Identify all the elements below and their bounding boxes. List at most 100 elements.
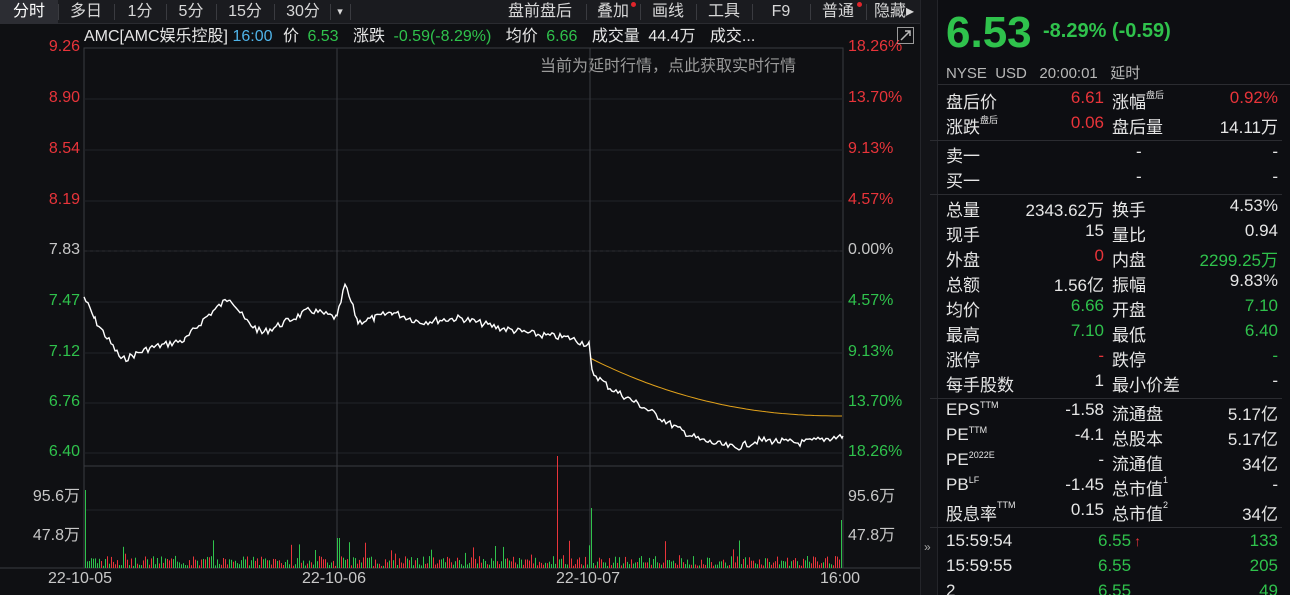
volume-bar <box>315 550 316 568</box>
tick-time: 15:59:55 <box>946 556 1013 575</box>
volume-bar <box>663 562 664 568</box>
volume-bar <box>749 557 750 568</box>
volume-bar <box>495 546 496 568</box>
time-axis-label: 22-10-05 <box>48 570 113 587</box>
volume-bar <box>773 562 774 568</box>
volume-bar <box>207 556 208 568</box>
volume-bar <box>273 558 274 568</box>
volume-bar <box>91 558 92 568</box>
info-volume: 44.4万 <box>648 28 696 45</box>
tab-timeshare[interactable]: 分时 <box>0 0 58 24</box>
stat-label: 内盘 <box>1112 251 1146 270</box>
fund-value: 34亿 <box>1242 505 1278 524</box>
book-label: 卖一 <box>946 147 980 166</box>
volume-bar <box>609 558 610 568</box>
volume-bar <box>747 564 748 568</box>
volume-bar <box>169 560 170 568</box>
volume-bar <box>473 547 474 568</box>
volume-bar <box>513 556 514 568</box>
normal-mode-button[interactable]: 普通 <box>812 0 864 24</box>
volume-bar <box>489 564 490 568</box>
volume-bar <box>343 557 344 568</box>
book-price: - <box>1136 142 1142 161</box>
time-axis-label: 22-10-07 <box>556 570 621 587</box>
expand-icon[interactable] <box>897 27 914 44</box>
volume-bar <box>435 564 436 568</box>
tab-multiday[interactable]: 多日 <box>69 3 102 20</box>
volume-axis-label: 95.6万 <box>32 488 80 505</box>
volume-bar <box>719 561 720 568</box>
delay-notice-link[interactable]: 当前为延时行情，点此获取实时行情 <box>540 58 797 75</box>
volume-bar <box>399 558 400 568</box>
volume-bar <box>293 565 294 568</box>
volume-bar <box>537 565 538 568</box>
tools-button[interactable]: 工具 <box>707 3 740 20</box>
volume-bar <box>219 563 220 568</box>
volume-axis-label: 47.8万 <box>848 527 896 544</box>
volume-bar <box>767 558 768 568</box>
volume-bar <box>397 565 398 568</box>
fund-label: 流通盘 <box>1112 405 1163 424</box>
volume-bar <box>539 561 540 568</box>
f9-button[interactable]: F9 <box>771 3 791 20</box>
volume-bar <box>277 560 278 568</box>
hide-button[interactable]: 隐藏▸ <box>873 3 915 20</box>
fund-label: 总股本 <box>1112 430 1163 449</box>
chart-toolbar: 分时 多日 1分 5分 15分 30分 ▾ 盘前盘后 叠加 画线 工具 F9 普… <box>0 0 920 24</box>
chart-panel[interactable]: 分时 多日 1分 5分 15分 30分 ▾ 盘前盘后 叠加 画线 工具 F9 普… <box>0 0 920 595</box>
volume-bar <box>835 556 836 568</box>
volume-bar <box>579 557 580 568</box>
volume-bar <box>161 556 162 568</box>
price-label: 价 <box>282 28 299 45</box>
period-dropdown-icon[interactable]: ▾ <box>337 6 343 18</box>
volume-bar <box>385 559 386 568</box>
draw-button[interactable]: 画线 <box>651 3 684 20</box>
volume-bar <box>757 564 758 568</box>
volume-bar <box>237 563 238 568</box>
volume-bar <box>137 563 138 568</box>
tab-1min[interactable]: 1分 <box>127 3 153 20</box>
overlay-button[interactable]: 叠加 <box>588 0 638 24</box>
panel-splitter[interactable]: » <box>920 0 938 595</box>
volume-bar <box>109 563 110 568</box>
fund-value: - <box>1098 450 1104 469</box>
volume-bar <box>393 560 394 568</box>
volume-bar <box>795 558 796 568</box>
volume-bar <box>157 558 158 568</box>
volume-bar <box>571 558 572 568</box>
tab-30min[interactable]: 30分 <box>286 3 320 20</box>
tab-5min[interactable]: 5分 <box>178 3 204 20</box>
stat-label: 最小价差 <box>1112 376 1180 395</box>
volume-bar <box>603 562 604 568</box>
fundamental-row: EPSTTM -1.58 流通盘 5.17亿 <box>946 400 1278 425</box>
volume-bar <box>499 564 500 568</box>
volume-bar <box>333 560 334 568</box>
volume-bar <box>139 564 140 568</box>
volume-bar <box>309 560 310 568</box>
volume-bar <box>417 558 418 568</box>
volume-bar <box>735 562 736 568</box>
volume-bar <box>717 564 718 568</box>
volume-bar <box>741 564 742 568</box>
volume-bar <box>739 540 740 568</box>
stat-label: 盘后价 <box>946 93 997 112</box>
volume-bar <box>543 564 544 568</box>
percent-axis-label: 9.13% <box>848 140 894 157</box>
expand-arrow-icon[interactable]: » <box>924 540 931 554</box>
volume-bar <box>311 562 312 568</box>
volume-bar <box>433 557 434 568</box>
volume-bar <box>383 565 384 568</box>
volume-bar <box>323 559 324 568</box>
fund-value: -1.45 <box>1065 475 1104 494</box>
volume-bar <box>185 565 186 568</box>
tab-15min[interactable]: 15分 <box>228 3 262 20</box>
premarket-afterhours-button[interactable]: 盘前盘后 <box>507 3 572 20</box>
volume-bar <box>595 565 596 568</box>
fund-value: - <box>1272 475 1278 494</box>
volume-bar <box>481 562 482 568</box>
volume-bar <box>379 563 380 568</box>
volume-bar <box>423 556 424 568</box>
stat-value: 4.53% <box>1229 196 1278 215</box>
volume-bar <box>147 559 148 568</box>
volume-bar <box>709 558 710 568</box>
